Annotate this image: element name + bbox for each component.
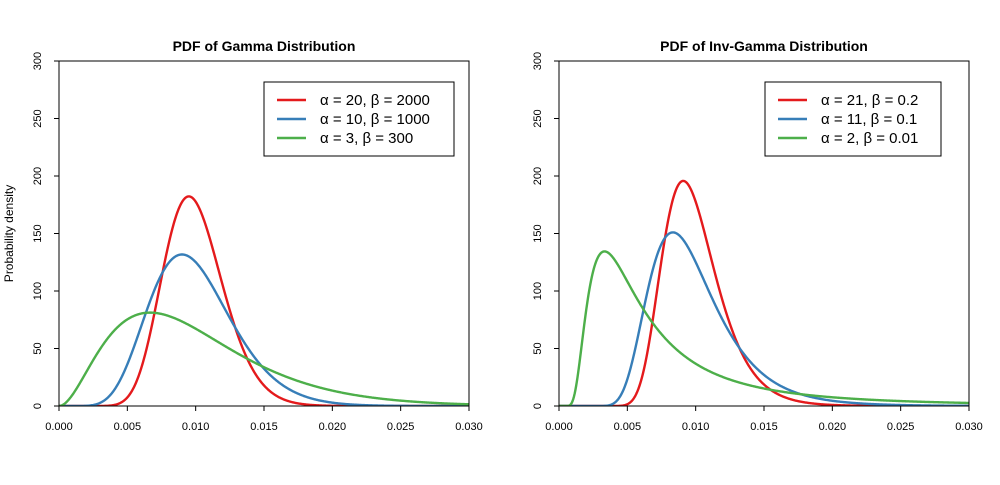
- series-lines: [59, 195, 469, 406]
- y-tick-label: 200: [532, 167, 544, 185]
- legend-label-3: α = 2, β = 0.01: [821, 130, 918, 147]
- series-line-1: [59, 195, 469, 406]
- series-line-3: [59, 311, 469, 406]
- y-axis-label: Probability density: [2, 185, 16, 282]
- x-tick-label: 0.020: [819, 421, 847, 433]
- series-line-1: [559, 179, 969, 406]
- y-tick-label: 250: [32, 109, 44, 127]
- y-tick-label: 250: [532, 109, 544, 127]
- y-tick-label: 100: [532, 282, 544, 300]
- x-tick-label: 0.010: [182, 421, 210, 433]
- series-line-2: [559, 231, 969, 406]
- chart-panel-1: PDF of Gamma Distribution Probability den…: [2, 38, 483, 433]
- chart-title: PDF of Inv-Gamma Distribution: [660, 38, 868, 54]
- y-tick-label: 300: [532, 52, 544, 70]
- y-tick-label: 150: [532, 224, 544, 242]
- series-line-2: [59, 253, 469, 406]
- chart-legend: α = 21, β = 0.2 α = 11, β = 0.1 α = 2, β =…: [764, 81, 942, 157]
- chart-legend: α = 20, β = 2000 α = 10, β = 1000 α = 3, β…: [263, 81, 455, 157]
- legend-label-2: α = 10, β = 1000: [320, 111, 430, 128]
- x-tick-label: 0.005: [614, 421, 642, 433]
- chart-title: PDF of Gamma Distribution: [173, 38, 356, 54]
- series-lines: [559, 179, 969, 406]
- y-tick-label: 50: [532, 342, 544, 354]
- legend-label-1: α = 20, β = 2000: [320, 92, 430, 109]
- x-tick-label: 0.015: [250, 421, 278, 433]
- x-tick-label: 0.020: [319, 421, 347, 433]
- y-tick-label: 0: [32, 403, 44, 409]
- legend-label-1: α = 21, β = 0.2: [821, 92, 918, 109]
- x-tick-label: 0.025: [387, 421, 415, 433]
- y-tick-label: 200: [32, 167, 44, 185]
- chart-panel-2: PDF of Inv-Gamma Distribution 0.000 0.005 0…: [532, 38, 983, 433]
- x-tick-label: 0.000: [545, 421, 573, 433]
- y-tick-label: 300: [32, 52, 44, 70]
- y-tick-label: 150: [32, 224, 44, 242]
- x-tick-label: 0.005: [114, 421, 142, 433]
- y-tick-label: 100: [32, 282, 44, 300]
- legend-label-2: α = 11, β = 0.1: [821, 111, 917, 128]
- legend-label-3: α = 3, β = 300: [320, 130, 413, 147]
- y-tick-label: 50: [32, 342, 44, 354]
- x-tick-label: 0.025: [887, 421, 915, 433]
- x-tick-label: 0.010: [682, 421, 710, 433]
- x-tick-label: 0.015: [750, 421, 778, 433]
- y-tick-label: 0: [532, 403, 544, 409]
- x-tick-label: 0.030: [455, 421, 483, 433]
- x-tick-label: 0.030: [955, 421, 983, 433]
- x-tick-label: 0.000: [45, 421, 73, 433]
- series-line-3: [559, 250, 969, 406]
